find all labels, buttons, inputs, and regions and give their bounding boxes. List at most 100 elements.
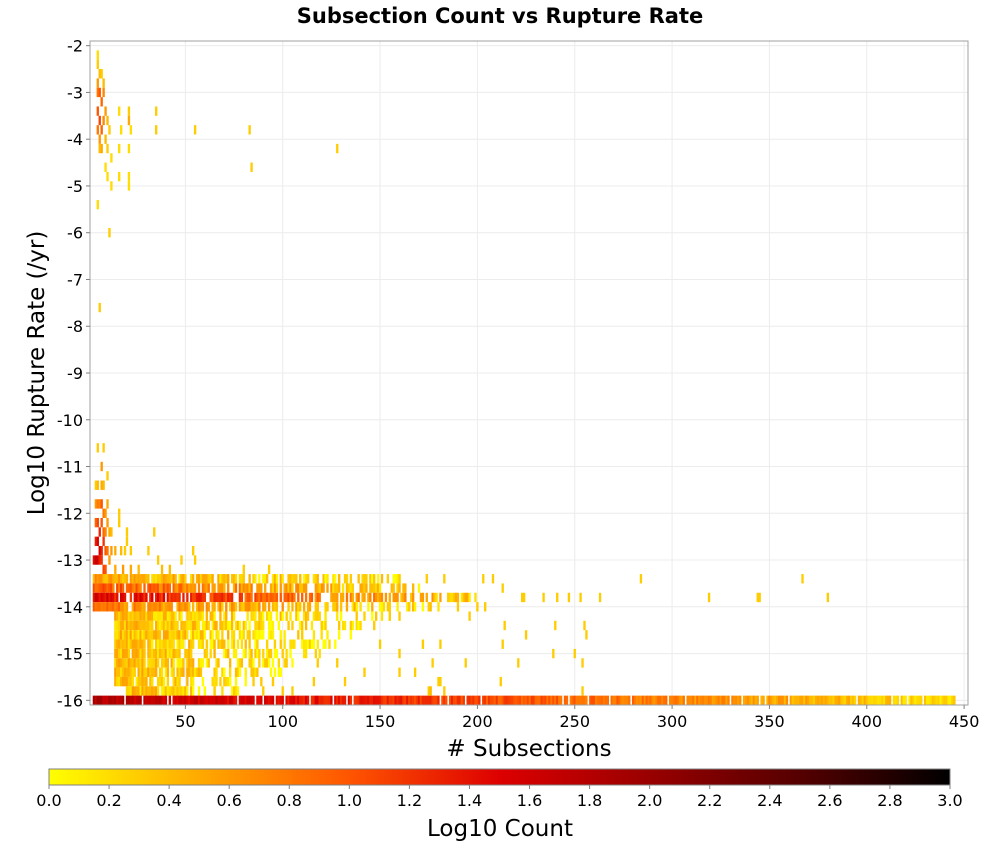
heatmap-cell [262,574,265,584]
heatmap-cell [174,583,177,593]
heatmap-cell [193,611,197,621]
heatmap-cell [133,695,136,705]
heatmap-cell [433,592,436,603]
heatmap-cell [135,620,138,631]
heatmap-cell [692,695,695,705]
heatmap-cell [137,695,140,705]
heatmap-cell [725,695,728,705]
heatmap-cell [371,695,374,705]
heatmap-cell [96,574,99,584]
heatmap-cell [135,583,138,593]
heatmap-cell [375,592,378,603]
heatmap-cell [265,574,269,584]
heatmap-cell [156,639,160,649]
y-tick-label: -13 [57,551,83,570]
heatmap-cell [295,574,298,584]
heatmap-cell [147,574,150,584]
heatmap-cell [197,602,201,612]
heatmap-cell [246,583,249,593]
heatmap-cell [779,695,783,705]
heatmap-cell [468,592,471,603]
heatmap-cell [639,695,643,705]
heatmap-cell [361,574,364,584]
heatmap-cell [472,695,475,705]
heatmap-cell [297,583,300,593]
heatmap-cell [106,171,109,182]
heatmap-cell [201,695,205,705]
heatmap-cell [254,574,257,584]
heatmap-cell [180,574,183,584]
heatmap-cell [164,686,168,696]
heatmap-cell [158,611,162,621]
heatmap-cell [155,611,158,621]
heatmap-cell [162,602,166,612]
heatmap-cell [390,695,393,705]
heatmap-cell [279,611,282,621]
heatmap-cell [106,517,109,528]
heatmap-cell [705,695,709,705]
heatmap-cell [768,695,771,705]
heatmap-cell [375,611,378,621]
heatmap-cell [302,639,306,649]
heatmap-cell [363,667,366,677]
heatmap-cell [355,602,358,612]
heatmap-cell [164,648,168,659]
heatmap-cell [464,592,467,603]
heatmap-cell [114,592,117,603]
heatmap-cell [341,695,345,705]
heatmap-cell [119,602,123,612]
heatmap-cell [172,620,175,631]
heatmap-cell [721,695,724,705]
heatmap-cell [100,602,103,612]
heatmap-cell [141,648,144,659]
heatmap-cell [386,574,390,584]
heatmap-cell [123,658,127,668]
heatmap-cell [118,676,121,687]
heatmap-cell [178,583,181,593]
heatmap-cell [229,620,232,631]
heatmap-cell [795,695,798,705]
heatmap-cell [301,620,304,631]
heatmap-cell [205,620,208,631]
heatmap-cell [211,592,214,603]
heatmap-cell [215,676,218,687]
heatmap-cell [94,555,98,565]
heatmap-cell [153,648,156,659]
heatmap-cell [252,676,255,687]
heatmap-cell [271,583,275,593]
heatmap-cell [182,658,185,668]
x-axis-label: # Subsections [446,736,611,762]
heatmap-cell [123,620,127,631]
heatmap-cell [624,695,627,705]
heatmap-cell [332,574,335,584]
heatmap-cell [267,611,271,621]
heatmap-cell [215,667,218,677]
heatmap-cell [123,546,127,556]
heatmap-cell [143,620,146,631]
heatmap-cell [415,695,419,705]
heatmap-cell [129,639,133,649]
heatmap-cell [127,181,131,191]
heatmap-cell [343,676,347,687]
heatmap-cell [158,574,162,584]
heatmap-cell [388,611,391,621]
heatmap-cell [289,611,292,621]
heatmap-cell [591,695,594,705]
heatmap-cell [499,695,502,705]
heatmap-cell [456,592,460,603]
heatmap-cell [279,583,282,593]
heatmap-cell [160,648,164,659]
heatmap-cell [602,695,606,705]
heatmap-cell [213,667,216,677]
heatmap-cell [834,695,837,705]
y-tick-label: -4 [67,130,83,149]
heatmap-cell [149,583,152,593]
heatmap-cell [908,695,911,705]
heatmap-cell [474,695,477,705]
heatmap-cell [351,620,354,631]
heatmap-cell [752,695,756,705]
heatmap-cell [135,611,138,621]
heatmap-cell [118,508,121,518]
colorbar [48,768,951,786]
heatmap-cell [285,611,288,621]
